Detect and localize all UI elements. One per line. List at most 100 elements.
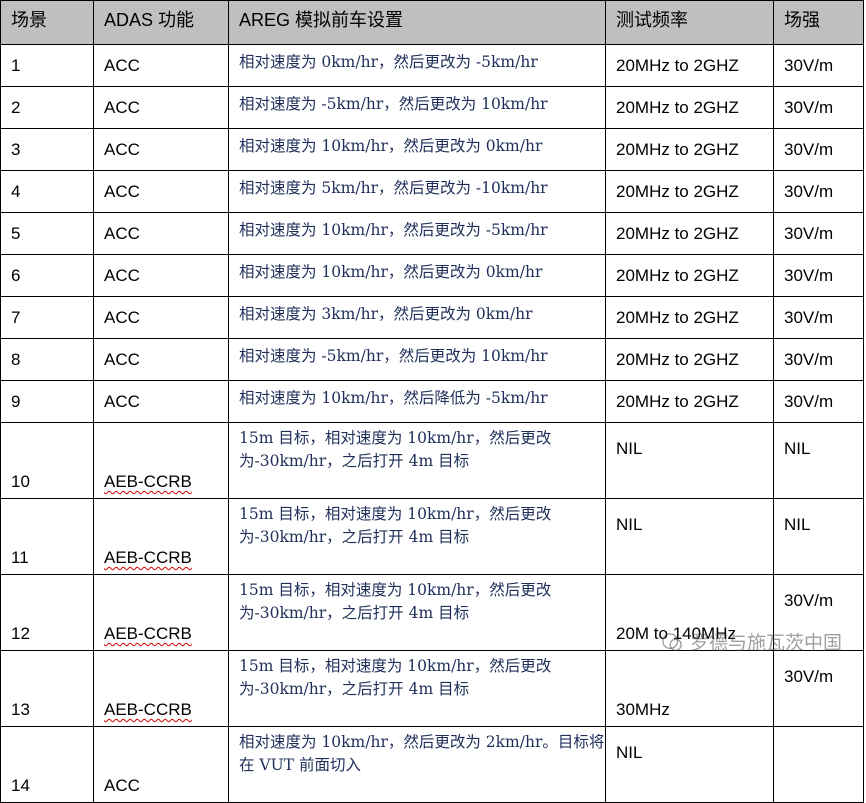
freq-cell: 30MHz bbox=[605, 650, 774, 727]
adas-cell: ACC bbox=[93, 338, 229, 381]
scene-cell: 14 bbox=[0, 726, 94, 803]
scene-cell: 2 bbox=[0, 86, 94, 129]
header-freq: 测试频率 bbox=[605, 0, 774, 45]
setup-cell: 15m 目标，相对速度为 10km/hr，然后更改为-30km/hr，之后打开 … bbox=[228, 422, 606, 499]
setup-cell: 相对速度为 10km/hr，然后更改为 0km/hr bbox=[228, 254, 606, 297]
adas-cell-text: ACC bbox=[104, 391, 140, 411]
header-field: 场强 bbox=[773, 0, 864, 45]
freq-cell: 20MHz to 2GHZ bbox=[605, 170, 774, 213]
field-cell-text: 30V/m bbox=[784, 55, 834, 75]
setup-cell-text: 相对速度为 10km/hr，然后更改为 0km/hr bbox=[239, 263, 543, 281]
setup-cell: 相对速度为 10km/hr，然后降低为 -5km/hr bbox=[228, 380, 606, 423]
freq-cell: NIL bbox=[605, 726, 774, 803]
freq-cell: 20MHz to 2GHZ bbox=[605, 380, 774, 423]
field-cell-text: 30V/m bbox=[784, 591, 834, 610]
freq-cell-text: 30MHz bbox=[616, 700, 670, 719]
setup-cell-text: 相对速度为 0km/hr，然后更改为 -5km/hr bbox=[239, 53, 538, 71]
freq-cell: 20M to 140MHz bbox=[605, 574, 774, 651]
setup-cell-text: 相对速度为 -5km/hr，然后更改为 10km/hr bbox=[239, 347, 548, 365]
table-row: 1 ACC 相对速度为 0km/hr，然后更改为 -5km/hr 20MHz to 2… bbox=[0, 44, 864, 87]
field-cell: NIL bbox=[773, 498, 864, 575]
scene-cell-text: 14 bbox=[11, 776, 30, 795]
adas-cell-text: ACC bbox=[104, 307, 140, 327]
freq-cell-text: 20MHz to 2GHZ bbox=[616, 97, 739, 117]
scene-cell: 5 bbox=[0, 212, 94, 255]
watermark: 罗德与施瓦茨中国 bbox=[660, 628, 842, 655]
adas-cell-text: ACC bbox=[104, 97, 140, 117]
freq-cell: 20MHz to 2GHZ bbox=[605, 86, 774, 129]
adas-cell-text: AEB-CCRB bbox=[104, 472, 192, 491]
adas-cell-text: ACC bbox=[104, 265, 140, 285]
table-row: 5 ACC 相对速度为 10km/hr，然后更改为 -5km/hr 20MHz to … bbox=[0, 212, 864, 255]
field-cell bbox=[773, 726, 864, 803]
scene-cell: 10 bbox=[0, 422, 94, 499]
adas-cell-text: AEB-CCRB bbox=[104, 548, 192, 567]
field-cell: 30V/m bbox=[773, 380, 864, 423]
field-cell: 30V/m bbox=[773, 296, 864, 339]
scene-cell: 9 bbox=[0, 380, 94, 423]
scene-cell: 12 bbox=[0, 574, 94, 651]
scene-cell-text: 1 bbox=[11, 55, 21, 75]
setup-cell: 相对速度为 0km/hr，然后更改为 -5km/hr bbox=[228, 44, 606, 87]
setup-cell: 相对速度为 -5km/hr，然后更改为 10km/hr bbox=[228, 86, 606, 129]
scene-cell: 11 bbox=[0, 498, 94, 575]
field-cell: 30V/m bbox=[773, 574, 864, 651]
adas-cell: ACC bbox=[93, 380, 229, 423]
adas-cell-text: ACC bbox=[104, 55, 140, 75]
field-cell-text: 30V/m bbox=[784, 265, 834, 285]
adas-cell-text: ACC bbox=[104, 349, 140, 369]
setup-cell: 相对速度为 10km/hr，然后更改为 -5km/hr bbox=[228, 212, 606, 255]
watermark-text: 罗德与施瓦茨中国 bbox=[690, 632, 843, 654]
scene-cell: 8 bbox=[0, 338, 94, 381]
scene-cell: 1 bbox=[0, 44, 94, 87]
header-row: 场景 ADAS 功能 AREG 模拟前车设置 测试频率 场强 bbox=[0, 0, 864, 45]
adas-cell: ACC bbox=[93, 170, 229, 213]
field-cell-text: NIL bbox=[784, 515, 811, 534]
setup-cell-text: 相对速度为 10km/hr，然后降低为 -5km/hr bbox=[239, 389, 548, 407]
freq-cell-text: 20MHz to 2GHZ bbox=[616, 391, 739, 411]
setup-cell: 15m 目标，相对速度为 10km/hr，然后更改为-30km/hr，之后打开 … bbox=[228, 574, 606, 651]
field-cell-text: 30V/m bbox=[784, 307, 834, 327]
scene-cell-text: 13 bbox=[11, 700, 30, 719]
freq-cell-text: NIL bbox=[616, 515, 643, 534]
setup-cell-text: 相对速度为 10km/hr，然后更改为 2km/hr。目标将在 VUT 前面切入 bbox=[239, 733, 605, 774]
scene-cell-text: 6 bbox=[11, 265, 21, 285]
freq-cell-text: 20MHz to 2GHZ bbox=[616, 223, 739, 243]
scene-cell-text: 3 bbox=[11, 139, 21, 159]
freq-cell: 20MHz to 2GHZ bbox=[605, 212, 774, 255]
field-cell: 30V/m bbox=[773, 86, 864, 129]
freq-cell: NIL bbox=[605, 498, 774, 575]
field-cell: 30V/m bbox=[773, 338, 864, 381]
freq-cell-text: 20MHz to 2GHZ bbox=[616, 139, 739, 159]
scene-cell-text: 4 bbox=[11, 181, 21, 201]
table-row: 10 AEB-CCRB 15m 目标，相对速度为 10km/hr，然后更改为-30k… bbox=[0, 422, 864, 499]
freq-cell: 20MHz to 2GHZ bbox=[605, 338, 774, 381]
freq-cell-text: 20MHz to 2GHZ bbox=[616, 265, 739, 285]
scene-cell-text: 11 bbox=[11, 548, 29, 567]
scene-cell-text: 7 bbox=[11, 307, 21, 327]
scene-cell-text: 5 bbox=[11, 223, 21, 243]
table-row: 4 ACC 相对速度为 5km/hr，然后更改为 -10km/hr 20MHz to … bbox=[0, 170, 864, 213]
table-row: 13 AEB-CCRB 15m 目标，相对速度为 10km/hr，然后更改为-30k… bbox=[0, 650, 864, 727]
table-row: 2 ACC 相对速度为 -5km/hr，然后更改为 10km/hr 20MHz to … bbox=[0, 86, 864, 129]
adas-cell: ACC bbox=[93, 44, 229, 87]
scene-cell: 6 bbox=[0, 254, 94, 297]
table-row: 8 ACC 相对速度为 -5km/hr，然后更改为 10km/hr 20MHz to … bbox=[0, 338, 864, 381]
table-row: 12 AEB-CCRB 15m 目标，相对速度为 10km/hr，然后更改为-30k… bbox=[0, 574, 864, 651]
scene-cell: 4 bbox=[0, 170, 94, 213]
field-cell: 30V/m bbox=[773, 212, 864, 255]
setup-cell-text: 相对速度为 10km/hr，然后更改为 -5km/hr bbox=[239, 221, 548, 239]
adas-cell: AEB-CCRB bbox=[93, 650, 229, 727]
table-row: 6 ACC 相对速度为 10km/hr，然后更改为 0km/hr 20MHz to 2… bbox=[0, 254, 864, 297]
table-row: 7 ACC 相对速度为 3km/hr，然后更改为 0km/hr 20MHz to 2G… bbox=[0, 296, 864, 339]
scene-cell-text: 12 bbox=[11, 624, 30, 643]
adas-cell: AEB-CCRB bbox=[93, 498, 229, 575]
scene-cell: 13 bbox=[0, 650, 94, 727]
adas-cell: ACC bbox=[93, 254, 229, 297]
setup-cell-text: 15m 目标，相对速度为 10km/hr，然后更改为-30km/hr，之后打开 … bbox=[239, 505, 552, 546]
freq-cell-text: 20MHz to 2GHZ bbox=[616, 55, 739, 75]
setup-cell-text: 相对速度为 10km/hr，然后更改为 0km/hr bbox=[239, 137, 543, 155]
freq-cell-text: 20MHz to 2GHZ bbox=[616, 181, 739, 201]
setup-cell: 相对速度为 3km/hr，然后更改为 0km/hr bbox=[228, 296, 606, 339]
